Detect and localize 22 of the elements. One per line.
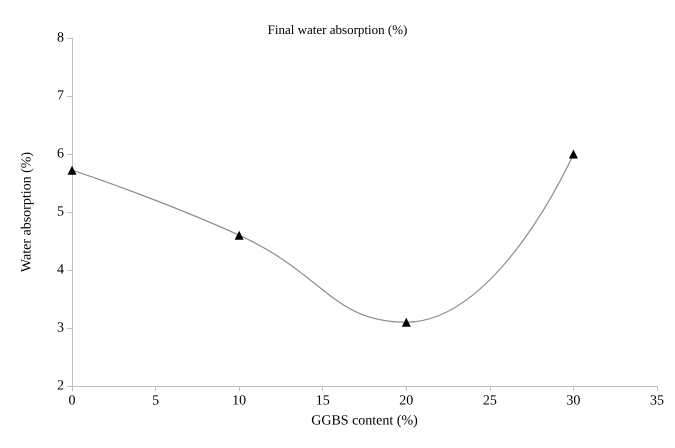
x-tick-label: 0 — [68, 394, 76, 408]
y-tick-label: 7 — [57, 88, 64, 104]
point — [568, 150, 578, 158]
x-tick-label: 15 — [316, 394, 330, 408]
y-tick-label: 5 — [57, 204, 64, 220]
y-tick-label: 2 — [57, 378, 64, 394]
x-tick-label: 25 — [482, 394, 497, 408]
x-tick-label: 10 — [232, 394, 246, 408]
y-axis-title: Water absorption (%) — [20, 152, 34, 272]
x-tick-label: 35 — [650, 394, 664, 408]
y-tick-label: 4 — [57, 262, 64, 278]
y-tick-label: 6 — [57, 146, 64, 162]
chart-title: Final water absorption (%) — [268, 22, 408, 37]
y-tick-label: 3 — [57, 320, 64, 336]
y-tick-label: 8 — [57, 30, 64, 46]
point — [402, 318, 411, 327]
x-tick-label: 20 — [399, 394, 414, 408]
x-tick-label: 30 — [566, 394, 580, 408]
point — [234, 230, 244, 240]
point — [68, 166, 76, 175]
x-axis-title: GGBS content (%) — [311, 414, 418, 428]
x-tick-label: 5 — [152, 394, 160, 408]
